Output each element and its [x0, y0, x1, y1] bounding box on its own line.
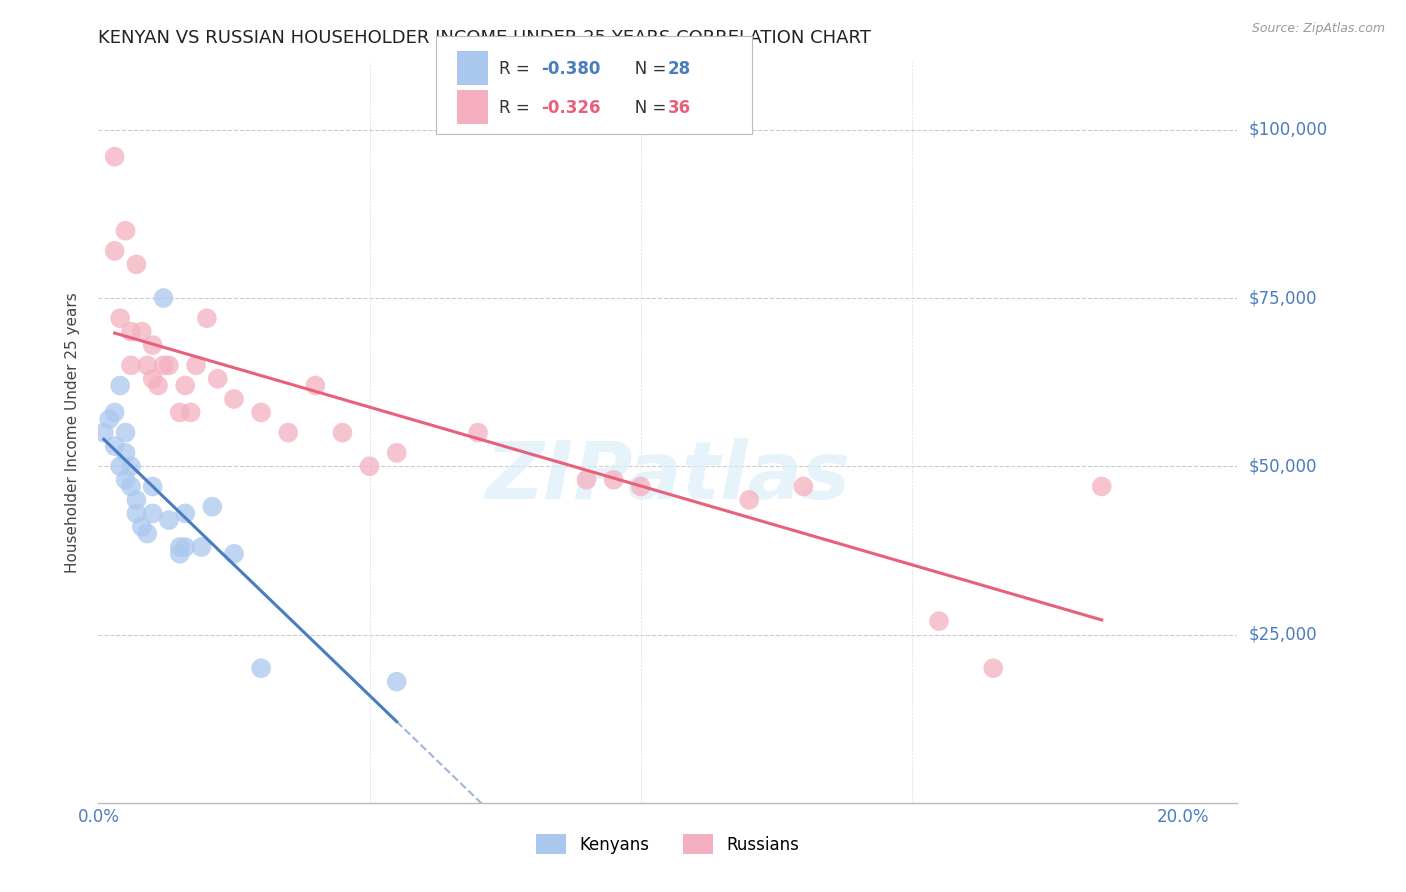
Point: [120, 359, 142, 373]
Point: [120, 325, 142, 339]
Point: [169, 405, 191, 419]
Point: [277, 425, 299, 440]
Point: [108, 311, 131, 326]
Point: [136, 526, 159, 541]
Point: [385, 446, 408, 460]
Text: $75,000: $75,000: [1249, 289, 1317, 307]
Point: [602, 473, 624, 487]
Point: [174, 540, 197, 554]
Point: [125, 492, 148, 507]
Point: [222, 392, 245, 406]
Text: N =: N =: [619, 60, 671, 78]
Y-axis label: Householder Income Under 25 years: Householder Income Under 25 years: [65, 293, 80, 573]
Point: [385, 674, 408, 689]
Text: R =: R =: [499, 60, 536, 78]
Point: [152, 359, 174, 373]
Point: [575, 473, 598, 487]
Point: [304, 378, 326, 392]
Point: [142, 338, 165, 352]
Point: [467, 425, 489, 440]
Point: [222, 547, 245, 561]
Point: [169, 547, 191, 561]
Point: [207, 372, 229, 386]
Point: [146, 378, 169, 392]
Text: 36: 36: [668, 99, 690, 117]
Point: [180, 405, 202, 419]
Text: N =: N =: [619, 99, 671, 117]
Text: R =: R =: [499, 99, 536, 117]
Point: [136, 359, 159, 373]
Point: [928, 614, 950, 628]
Text: KENYAN VS RUSSIAN HOUSEHOLDER INCOME UNDER 25 YEARS CORRELATION CHART: KENYAN VS RUSSIAN HOUSEHOLDER INCOME UND…: [98, 29, 872, 47]
Point: [125, 507, 148, 521]
Point: [184, 359, 207, 373]
Text: Source: ZipAtlas.com: Source: ZipAtlas.com: [1251, 22, 1385, 36]
Point: [250, 405, 273, 419]
Point: [104, 150, 127, 164]
Point: [792, 479, 814, 493]
Legend: Kenyans, Russians: Kenyans, Russians: [530, 828, 806, 861]
Point: [174, 507, 197, 521]
Point: [332, 425, 354, 440]
Point: [201, 500, 224, 514]
Point: [981, 661, 1004, 675]
Point: [114, 425, 136, 440]
Point: [157, 359, 180, 373]
Point: [114, 473, 136, 487]
Point: [108, 459, 131, 474]
Point: [738, 492, 761, 507]
Text: $50,000: $50,000: [1249, 458, 1317, 475]
Point: [630, 479, 652, 493]
Point: [195, 311, 218, 326]
Point: [98, 412, 121, 426]
Point: [174, 378, 197, 392]
Point: [250, 661, 273, 675]
Text: ZIPatlas: ZIPatlas: [485, 438, 851, 516]
Point: [190, 540, 212, 554]
Point: [131, 325, 153, 339]
Point: [131, 520, 153, 534]
Point: [104, 405, 127, 419]
Text: -0.380: -0.380: [541, 60, 600, 78]
Point: [104, 439, 127, 453]
Text: -0.326: -0.326: [541, 99, 600, 117]
Point: [125, 257, 148, 271]
Point: [104, 244, 127, 258]
Point: [142, 507, 165, 521]
Point: [1091, 479, 1114, 493]
Point: [120, 479, 142, 493]
Text: 28: 28: [668, 60, 690, 78]
Point: [157, 513, 180, 527]
Point: [114, 224, 136, 238]
Point: [108, 378, 131, 392]
Point: [142, 479, 165, 493]
Point: [169, 540, 191, 554]
Text: $100,000: $100,000: [1249, 120, 1327, 139]
Point: [114, 446, 136, 460]
Point: [359, 459, 381, 474]
Point: [142, 372, 165, 386]
Point: [120, 459, 142, 474]
Point: [152, 291, 174, 305]
Text: $25,000: $25,000: [1249, 625, 1317, 643]
Point: [93, 425, 115, 440]
